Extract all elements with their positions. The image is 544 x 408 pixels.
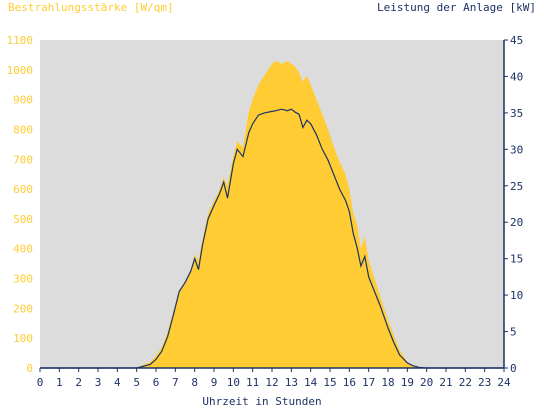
x-tick-label: 9 <box>211 376 218 389</box>
right-tick-label: 10 <box>510 289 523 302</box>
x-tick-label: 10 <box>227 376 240 389</box>
right-tick-label: 25 <box>510 180 523 193</box>
x-tick-label: 5 <box>133 376 140 389</box>
series-layer <box>40 60 504 369</box>
x-tick-label: 18 <box>381 376 394 389</box>
irradiance-area <box>40 60 504 369</box>
x-tick-label: 3 <box>95 376 102 389</box>
left-tick-label: 400 <box>13 243 33 256</box>
x-tick-label: 11 <box>246 376 259 389</box>
x-tick-label: 22 <box>459 376 472 389</box>
right-tick-label: 40 <box>510 70 523 83</box>
x-tick-label: 1 <box>56 376 63 389</box>
x-tick-label: 8 <box>191 376 198 389</box>
right-tick-label: 15 <box>510 253 523 266</box>
x-tick-label: 15 <box>323 376 336 389</box>
x-tick-label: 0 <box>37 376 44 389</box>
x-tick-label: 12 <box>265 376 278 389</box>
x-tick-label: 23 <box>478 376 491 389</box>
left-tick-label: 700 <box>13 153 33 166</box>
left-tick-label: 300 <box>13 273 33 286</box>
x-tick-label: 24 <box>497 376 511 389</box>
x-tick-label: 20 <box>420 376 433 389</box>
left-tick-label: 800 <box>13 123 33 136</box>
x-tick-label: 2 <box>75 376 82 389</box>
left-tick-label: 1000 <box>7 64 34 77</box>
x-axis-title: Uhrzeit in Stunden <box>202 395 321 408</box>
ticks-layer: 0100200300400500600700800900100011000510… <box>7 34 524 389</box>
left-tick-label: 1100 <box>7 34 34 47</box>
right-tick-label: 45 <box>510 34 523 47</box>
right-tick-label: 0 <box>510 362 517 375</box>
power-line <box>40 108 504 369</box>
left-tick-label: 500 <box>13 213 33 226</box>
left-tick-label: 0 <box>26 362 33 375</box>
right-tick-label: 5 <box>510 326 517 339</box>
x-tick-label: 13 <box>285 376 298 389</box>
right-tick-label: 20 <box>510 216 523 229</box>
x-tick-label: 4 <box>114 376 121 389</box>
right-tick-label: 30 <box>510 143 523 156</box>
left-tick-label: 600 <box>13 183 33 196</box>
x-tick-label: 16 <box>343 376 356 389</box>
x-tick-label: 7 <box>172 376 179 389</box>
left-tick-label: 200 <box>13 302 33 315</box>
left-axis-title: Bestrahlungsstärke [W/qm] <box>8 1 174 14</box>
x-tick-label: 21 <box>439 376 452 389</box>
right-tick-label: 35 <box>510 107 523 120</box>
x-tick-label: 14 <box>304 376 318 389</box>
x-tick-label: 17 <box>362 376 375 389</box>
right-axis-title: Leistung der Anlage [kW] <box>377 1 536 14</box>
left-tick-label: 100 <box>13 332 33 345</box>
x-tick-label: 19 <box>401 376 414 389</box>
x-tick-label: 6 <box>153 376 160 389</box>
left-tick-label: 900 <box>13 94 33 107</box>
